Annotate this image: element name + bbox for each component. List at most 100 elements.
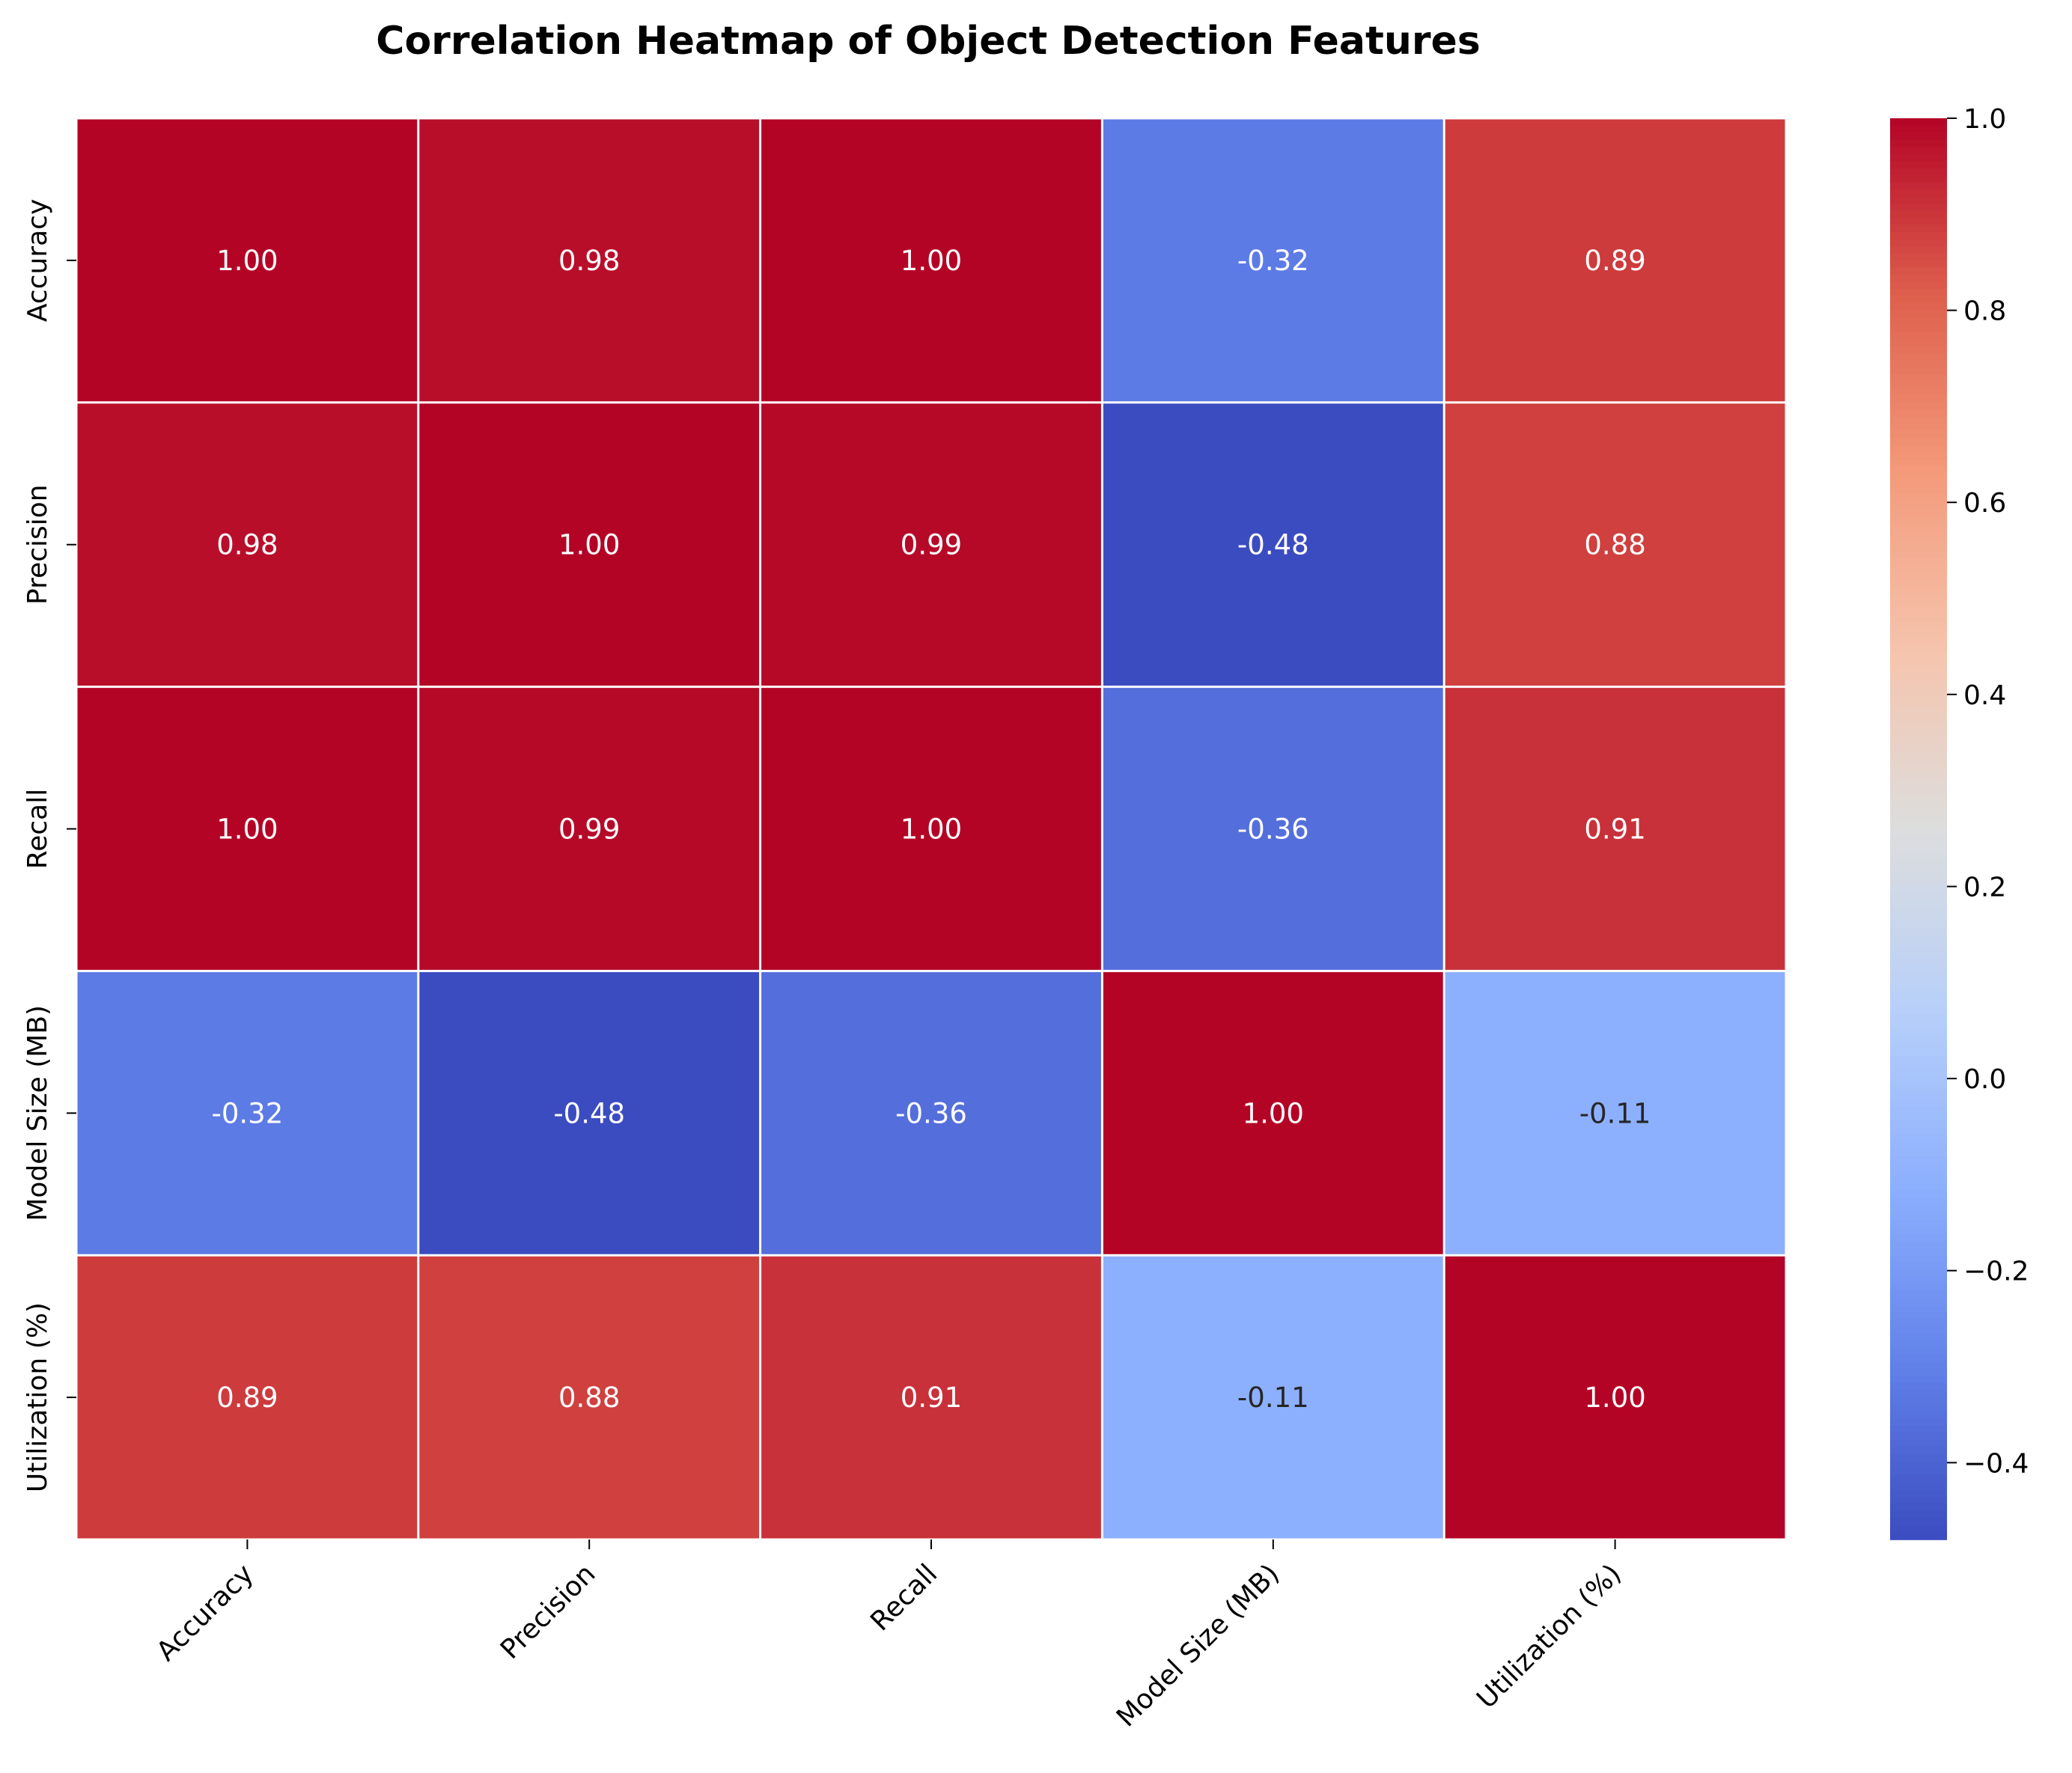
colorbar-strip xyxy=(1890,1120,1947,1129)
colorbar-strip xyxy=(1890,708,1947,716)
colorbar-strip xyxy=(1890,822,1947,830)
colorbar-strip xyxy=(1890,353,1947,361)
colorbar-strip xyxy=(1890,1170,1947,1178)
heatmap-cell-r4-c1 xyxy=(418,1255,761,1539)
heatmap-cell-r3-c1 xyxy=(418,971,761,1256)
colorbar-strip xyxy=(1890,430,1947,439)
x-tick-label: Model Size (MB) xyxy=(1111,1558,1285,1733)
cell-value-label: 0.88 xyxy=(1584,529,1645,561)
colorbar-strip xyxy=(1890,253,1947,261)
colorbar-strip xyxy=(1890,501,1947,510)
colorbar-strip xyxy=(1890,1347,1947,1355)
colorbar-tick-label: −0.2 xyxy=(1963,1257,2029,1287)
cell-borders xyxy=(75,117,1788,1541)
colorbar-strip xyxy=(1890,1248,1947,1256)
cell-value-label: 1.00 xyxy=(901,814,962,846)
colorbar-strip xyxy=(1890,466,1947,474)
colorbar-strip xyxy=(1890,1361,1947,1370)
colorbar-strip xyxy=(1890,977,1947,986)
colorbar-strip xyxy=(1890,1099,1947,1107)
cell-value-label: -0.11 xyxy=(1579,1097,1651,1129)
colorbar-strip xyxy=(1890,942,1947,950)
colorbar-strip xyxy=(1890,231,1947,240)
colorbar-strip xyxy=(1890,1091,1947,1100)
cell-value-label: -0.36 xyxy=(1237,814,1309,846)
colorbar-strip xyxy=(1890,793,1947,802)
y-tick-label: Model Size (MB) xyxy=(22,1005,53,1221)
colorbar-strip xyxy=(1890,736,1947,745)
colorbar-strip xyxy=(1890,239,1947,247)
colorbar-strip xyxy=(1890,1355,1947,1363)
colorbar-strip xyxy=(1890,573,1947,581)
colorbar-strip xyxy=(1890,843,1947,851)
colorbar-strip xyxy=(1890,281,1947,290)
colorbar-strip xyxy=(1890,1162,1947,1171)
colorbar-strip xyxy=(1890,1426,1947,1434)
colorbar-strip xyxy=(1890,1511,1947,1519)
colorbar-strip xyxy=(1890,992,1947,1001)
y-tick-label: Accuracy xyxy=(22,199,53,322)
colorbar-strip xyxy=(1890,1070,1947,1078)
colorbar-strip xyxy=(1890,438,1947,446)
colorbar-tick-label: 0.2 xyxy=(1963,872,2006,903)
colorbar-strip xyxy=(1890,523,1947,531)
colorbar-strip xyxy=(1890,808,1947,816)
colorbar-strip xyxy=(1890,1020,1947,1029)
colorbar-strip xyxy=(1890,835,1947,844)
colorbar-strip xyxy=(1890,530,1947,539)
heatmap-cell-r3-c4 xyxy=(1444,971,1786,1256)
colorbar-strip xyxy=(1890,1468,1947,1477)
colorbar-strip xyxy=(1890,1156,1947,1164)
colorbar-strip xyxy=(1890,1227,1947,1235)
colorbar-strip xyxy=(1890,125,1947,133)
colorbar-strip xyxy=(1890,1432,1947,1441)
colorbar-strip xyxy=(1890,1369,1947,1377)
colorbar-strip xyxy=(1890,871,1947,879)
colorbar-strip xyxy=(1890,906,1947,915)
colorbar-strip xyxy=(1890,629,1947,638)
colorbar-strip xyxy=(1890,1383,1947,1391)
colorbar-tick-label: 1.0 xyxy=(1963,104,2006,135)
colorbar-strip xyxy=(1890,608,1947,617)
cell-value-label: 0.89 xyxy=(1584,245,1645,277)
colorbar-strip xyxy=(1890,928,1947,936)
heatmap-cell-r0-c4 xyxy=(1444,118,1786,403)
colorbar-strip xyxy=(1890,1525,1947,1534)
colorbar-strip xyxy=(1890,381,1947,389)
colorbar-strip xyxy=(1890,1141,1947,1150)
colorbar-strip xyxy=(1890,623,1947,631)
colorbar-strip xyxy=(1890,189,1947,198)
colorbar-strip xyxy=(1890,651,1947,659)
colorbar-strip xyxy=(1890,779,1947,787)
colorbar-strip xyxy=(1890,1084,1947,1093)
colorbar-strip xyxy=(1890,949,1947,958)
heatmap-cell-r2-c0 xyxy=(76,686,418,971)
colorbar-strip xyxy=(1890,217,1947,226)
x-tick-label: Accuracy xyxy=(151,1558,260,1667)
colorbar-strip xyxy=(1890,694,1947,702)
x-tick-label: Recall xyxy=(865,1558,943,1637)
cell-value-label: -0.32 xyxy=(212,1097,284,1129)
colorbar-tick-label: 0.8 xyxy=(1963,296,2006,327)
colorbar-tick-label: 0.6 xyxy=(1963,488,2006,519)
colorbar-strip xyxy=(1890,1497,1947,1505)
cell-value-label: -0.48 xyxy=(553,1097,625,1129)
colorbar-strip xyxy=(1890,1440,1947,1448)
colorbar-strip xyxy=(1890,914,1947,922)
colorbar-strip xyxy=(1890,359,1947,368)
cell-value-label: 0.99 xyxy=(558,814,620,846)
colorbar-strip xyxy=(1890,544,1947,552)
colorbar-strip xyxy=(1890,1134,1947,1143)
colorbar-strip xyxy=(1890,302,1947,311)
colorbar-strip xyxy=(1890,558,1947,567)
y-tick-label: Utilization (%) xyxy=(22,1302,53,1492)
heatmap-cell-r1-c2 xyxy=(760,402,1103,687)
colorbar-strip xyxy=(1890,580,1947,588)
colorbar-strip xyxy=(1890,1390,1947,1398)
colorbar-strip xyxy=(1890,1034,1947,1043)
colorbar-strip xyxy=(1890,1077,1947,1086)
colorbar-strip xyxy=(1890,132,1947,141)
colorbar-strip xyxy=(1890,267,1947,275)
heatmap-cell-r0-c1 xyxy=(418,118,761,403)
